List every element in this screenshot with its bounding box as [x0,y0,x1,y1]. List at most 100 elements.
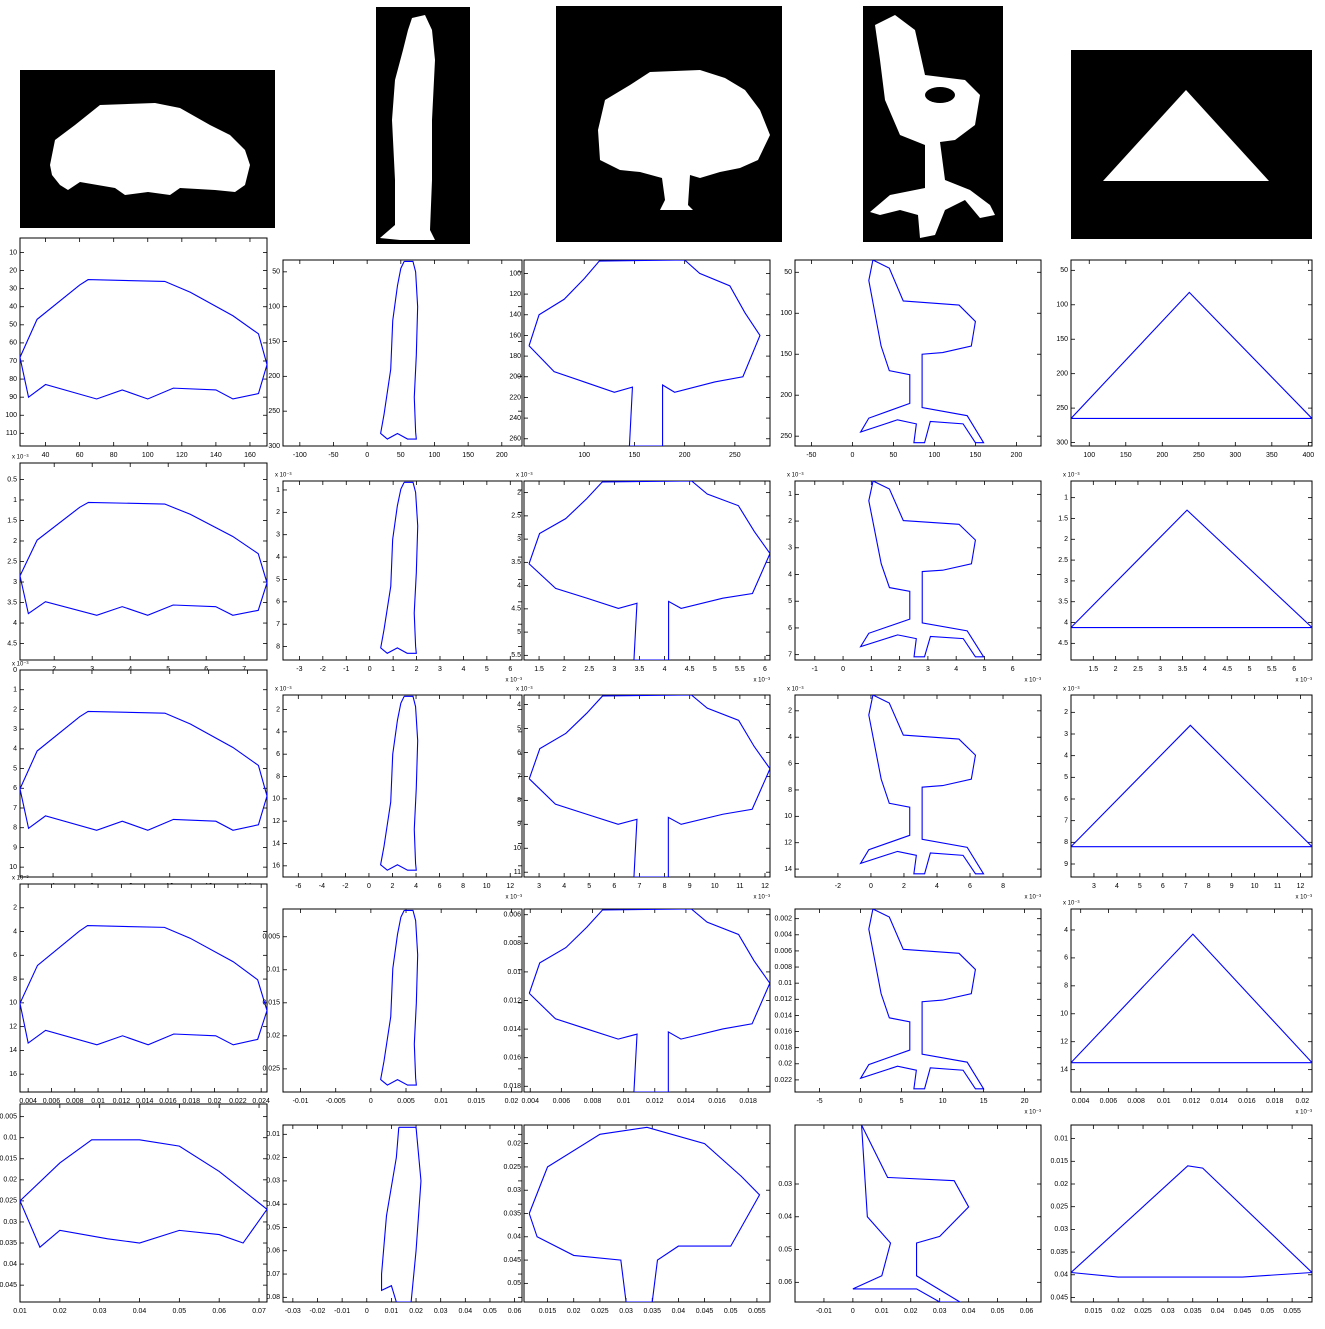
y-exponent: x 10⁻³ [516,687,533,693]
y-tick-label: 2 [1064,536,1068,543]
y-tick-label: 12 [1060,1039,1068,1046]
x-tick-label: 6 [612,883,616,890]
y-exponent: x 10⁻³ [275,687,292,693]
y-tick-label: 0.08 [266,1294,280,1301]
plot: -3-2-1012345612345678x 10⁻³x 10⁻³ [275,473,522,684]
y-tick-label: 8 [517,797,521,804]
y-tick-label: 0.018 [774,1045,792,1052]
x-tick-label: 5 [713,666,717,673]
plot-area [20,1104,267,1302]
x-tick-label: 0.015 [1085,1308,1103,1315]
x-tick-label: 2.5 [584,666,594,673]
y-tick-label: 0.03 [1054,1226,1068,1233]
x-tick-label: 350 [1266,452,1278,459]
figure: 4060801001201401601020304050607080901001… [0,0,1325,1324]
x-tick-label: 6 [1161,883,1165,890]
y-tick-label: 180 [509,353,521,360]
x-tick-label: 150 [970,452,982,459]
x-tick-label: 120 [176,452,188,459]
x-tick-label: 0.02 [904,1308,918,1315]
x-tick-label: 4 [461,666,465,673]
y-tick-label: 5 [788,598,792,605]
y-tick-label: 0.05 [266,1224,280,1231]
y-tick-label: 100 [1056,302,1068,309]
x-exponent: x 10⁻³ [505,678,522,684]
x-tick-label: 400 [1303,452,1315,459]
x-tick-label: 5 [1248,666,1252,673]
x-tick-label: 0.01 [617,1098,631,1105]
y-tick-label: 8 [788,787,792,794]
x-tick-label: 0.01 [875,1308,889,1315]
y-tick-label: 70 [9,358,17,365]
plot: 0.0150.020.0250.030.0350.040.0450.050.05… [503,1125,770,1315]
y-tick-label: 0.02 [507,1140,521,1147]
x-tick-label: 50 [890,452,898,459]
x-tick-label: 4 [935,883,939,890]
x-tick-label: 5.5 [1267,666,1277,673]
y-tick-label: 0.03 [507,1187,521,1194]
y-tick-label: 0.04 [1054,1272,1068,1279]
y-tick-label: 1 [13,687,17,694]
y-tick-label: 6 [1064,955,1068,962]
plot-area [20,670,267,877]
x-tick-label: 0.04 [1211,1308,1225,1315]
y-tick-label: 0.02 [266,1154,280,1161]
x-tick-label: -1 [812,666,818,673]
x-tick-label: 3 [926,666,930,673]
y-tick-label: 8 [276,643,280,650]
y-exponent: x 10⁻³ [1063,473,1080,479]
x-tick-label: 0.014 [1210,1098,1228,1105]
x-tick-label: 4 [562,883,566,890]
x-exponent: x 10⁻³ [753,895,770,901]
y-tick-label: 10 [513,845,521,852]
y-tick-label: 80 [9,376,17,383]
y-tick-label: 2 [276,706,280,713]
y-tick-label: 2 [13,538,17,545]
x-tick-label: 6 [763,666,767,673]
plot: 468101214012345678910x 10⁻³x 10⁻³ [9,662,267,901]
y-tick-label: 6 [13,952,17,959]
x-tick-label: 0.04 [133,1308,147,1315]
y-tick-label: 4 [1064,619,1068,626]
x-tick-label: -50 [328,452,338,459]
x-exponent: x 10⁻³ [1295,1110,1312,1116]
x-tick-label: 0.005 [397,1098,415,1105]
y-tick-label: 140 [509,312,521,319]
x-tick-label: 3.5 [635,666,645,673]
y-tick-label: 14 [784,866,792,873]
plot: 0.0040.0060.0080.010.0120.0140.0160.0180… [9,876,270,1105]
y-tick-label: 3 [13,579,17,586]
y-tick-label: 0.02 [1054,1181,1068,1188]
x-tick-label: 4.5 [1222,666,1232,673]
x-exponent: x 10⁻³ [1295,678,1312,684]
y-tick-label: 0.045 [503,1257,521,1264]
y-tick-label: 0.01 [266,967,280,974]
y-tick-label: 2.5 [511,513,521,520]
x-tick-label: 2 [391,883,395,890]
y-tick-label: 150 [780,351,792,358]
y-tick-label: 0.035 [0,1240,17,1247]
y-tick-label: 6 [788,625,792,632]
plot-area [20,238,267,446]
y-tick-label: 0.035 [503,1210,521,1217]
y-exponent: x 10⁻³ [275,473,292,479]
y-tick-label: 16 [9,1071,17,1078]
y-tick-label: 11 [514,869,521,876]
y-tick-label: 200 [509,374,521,381]
x-tick-label: 0.055 [1283,1308,1301,1315]
x-tick-label: 40 [42,452,50,459]
x-tick-label: 4 [414,883,418,890]
x-tick-label: -4 [319,883,325,890]
y-tick-label: 0.02 [266,1033,280,1040]
x-tick-label: 5.5 [735,666,745,673]
y-tick-label: 0.07 [266,1271,280,1278]
x-tick-label: -2 [342,883,348,890]
y-tick-label: 4 [1064,927,1068,934]
y-tick-label: 0.03 [3,1219,17,1226]
x-tick-label: -0.01 [293,1098,309,1105]
y-exponent: x 10⁻³ [516,473,533,479]
